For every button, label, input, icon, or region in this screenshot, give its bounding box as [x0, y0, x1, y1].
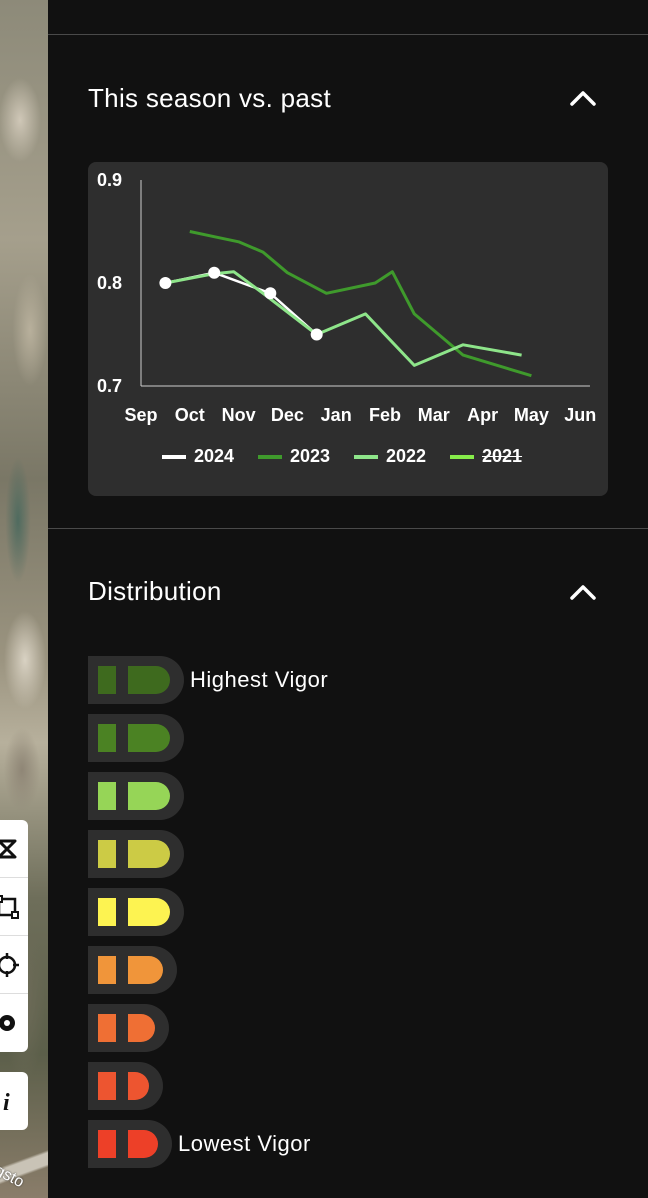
season-comparison-chart: 0.9 0.8 0.7 Sep Oct Nov Dec Jan Feb Mar Apr May Jun … [88, 162, 608, 496]
rectangle-select-icon [0, 894, 19, 919]
vigor-class-row[interactable] [88, 772, 184, 820]
season-section-title: This season vs. past [88, 83, 331, 113]
legend-label: 2022 [386, 446, 427, 466]
vigor-area-bar [128, 724, 170, 752]
legend-swatch [450, 454, 474, 459]
vigor-swatch-pill [88, 772, 184, 820]
vigor-class-row[interactable] [88, 1004, 169, 1052]
vigor-class-label: Lowest Vigor [178, 1131, 311, 1156]
y-tick-label: 0.9 [97, 170, 122, 190]
legend-label: 2023 [290, 446, 331, 466]
svg-text:i: i [3, 1090, 10, 1115]
eye-icon [0, 1015, 15, 1031]
vigor-color-square [98, 724, 116, 752]
x-tick-label: Feb [369, 405, 401, 425]
legend-item-2024[interactable]: 2024 [162, 446, 234, 467]
vigor-area-bar [128, 666, 170, 694]
vigor-color-square [98, 1014, 116, 1042]
legend-label: 2024 [194, 446, 235, 466]
vigor-color-square [98, 840, 116, 868]
vigor-swatch-pill [88, 1120, 172, 1168]
data-point-2024 [264, 287, 277, 300]
map-toolbar [0, 820, 28, 1052]
legend-item-2023[interactable]: 2023 [258, 446, 330, 467]
legend-label: 2021 [482, 446, 523, 466]
vigor-class-row[interactable]: Lowest Vigor [88, 1120, 311, 1168]
vigor-class-row[interactable] [88, 1062, 163, 1110]
analysis-panel: This season vs. past 0.9 0.8 0.7 Sep Oct Nov D… [48, 0, 648, 1198]
vigor-area-bar [128, 1014, 155, 1042]
vigor-swatch-pill [88, 714, 184, 762]
chevron-up-icon[interactable] [569, 89, 597, 107]
x-tick-label: Apr [467, 405, 498, 425]
polygon-draw-icon [0, 839, 17, 858]
visibility-tool[interactable] [0, 994, 28, 1052]
vigor-class-label: Highest Vigor [190, 667, 329, 692]
legend-item-2021[interactable]: 2021 [450, 446, 522, 467]
vigor-swatch-pill [88, 946, 177, 994]
legend-swatch [354, 454, 378, 459]
vigor-color-square [98, 782, 116, 810]
data-point-2024 [310, 328, 323, 341]
data-point-2024 [159, 277, 172, 289]
x-tick-label: Jun [564, 405, 596, 425]
vigor-area-bar [128, 898, 170, 926]
series-line-2024 [165, 271, 318, 336]
vigor-swatch-pill [88, 1004, 169, 1052]
distribution-section-title: Distribution [88, 576, 222, 606]
vigor-class-row[interactable] [88, 888, 184, 936]
series-line-2023 [189, 230, 532, 378]
vigor-color-square [98, 898, 116, 926]
vigor-class-row[interactable] [88, 830, 184, 878]
x-tick-label: Mar [418, 405, 450, 425]
map-info-control: i [0, 1072, 28, 1130]
vigor-class-row[interactable] [88, 946, 177, 994]
vigor-area-bar [128, 1072, 149, 1100]
section-divider [48, 528, 648, 529]
x-tick-label: Dec [271, 405, 304, 425]
info-icon: i [3, 1090, 10, 1115]
legend-item-2022[interactable]: 2022 [354, 446, 426, 467]
x-tick-label: Jan [321, 405, 352, 425]
x-tick-label: Sep [124, 405, 157, 425]
y-tick-label: 0.7 [97, 376, 122, 396]
y-tick-label: 0.8 [97, 273, 122, 293]
chevron-up-icon[interactable] [569, 583, 597, 601]
vigor-class-row[interactable]: Highest Vigor [88, 656, 328, 704]
map-road [0, 1150, 48, 1190]
vigor-area-bar [128, 1130, 158, 1158]
vigor-color-square [98, 1072, 116, 1100]
vigor-color-square [98, 1130, 116, 1158]
vigor-swatch-pill [88, 830, 184, 878]
vigor-area-bar [128, 782, 170, 810]
crosshair-locate-tool[interactable] [0, 936, 28, 994]
legend-swatch [258, 454, 282, 459]
vigor-swatch-pill [88, 1062, 163, 1110]
vigor-class-row[interactable] [88, 714, 184, 762]
vigor-area-bar [128, 956, 163, 984]
vigor-color-square [98, 666, 116, 694]
info-tool[interactable]: i [0, 1072, 28, 1130]
series-line-2022 [165, 270, 522, 367]
section-divider [48, 34, 648, 35]
vigor-color-square [98, 956, 116, 984]
vigor-swatch-pill [88, 656, 184, 704]
polygon-draw-tool[interactable] [0, 820, 28, 878]
legend-swatch [162, 454, 186, 459]
data-point-2024 [208, 266, 221, 279]
rectangle-select-tool[interactable] [0, 878, 28, 936]
chart-legend: 2024 2023 2022 2021 [88, 446, 608, 468]
x-tick-label: Nov [222, 405, 256, 425]
vigor-swatch-pill [88, 888, 184, 936]
crosshair-locate-icon [0, 952, 19, 977]
vigor-area-bar [128, 840, 170, 868]
x-tick-label: Oct [175, 405, 205, 425]
x-tick-label: May [514, 405, 549, 425]
